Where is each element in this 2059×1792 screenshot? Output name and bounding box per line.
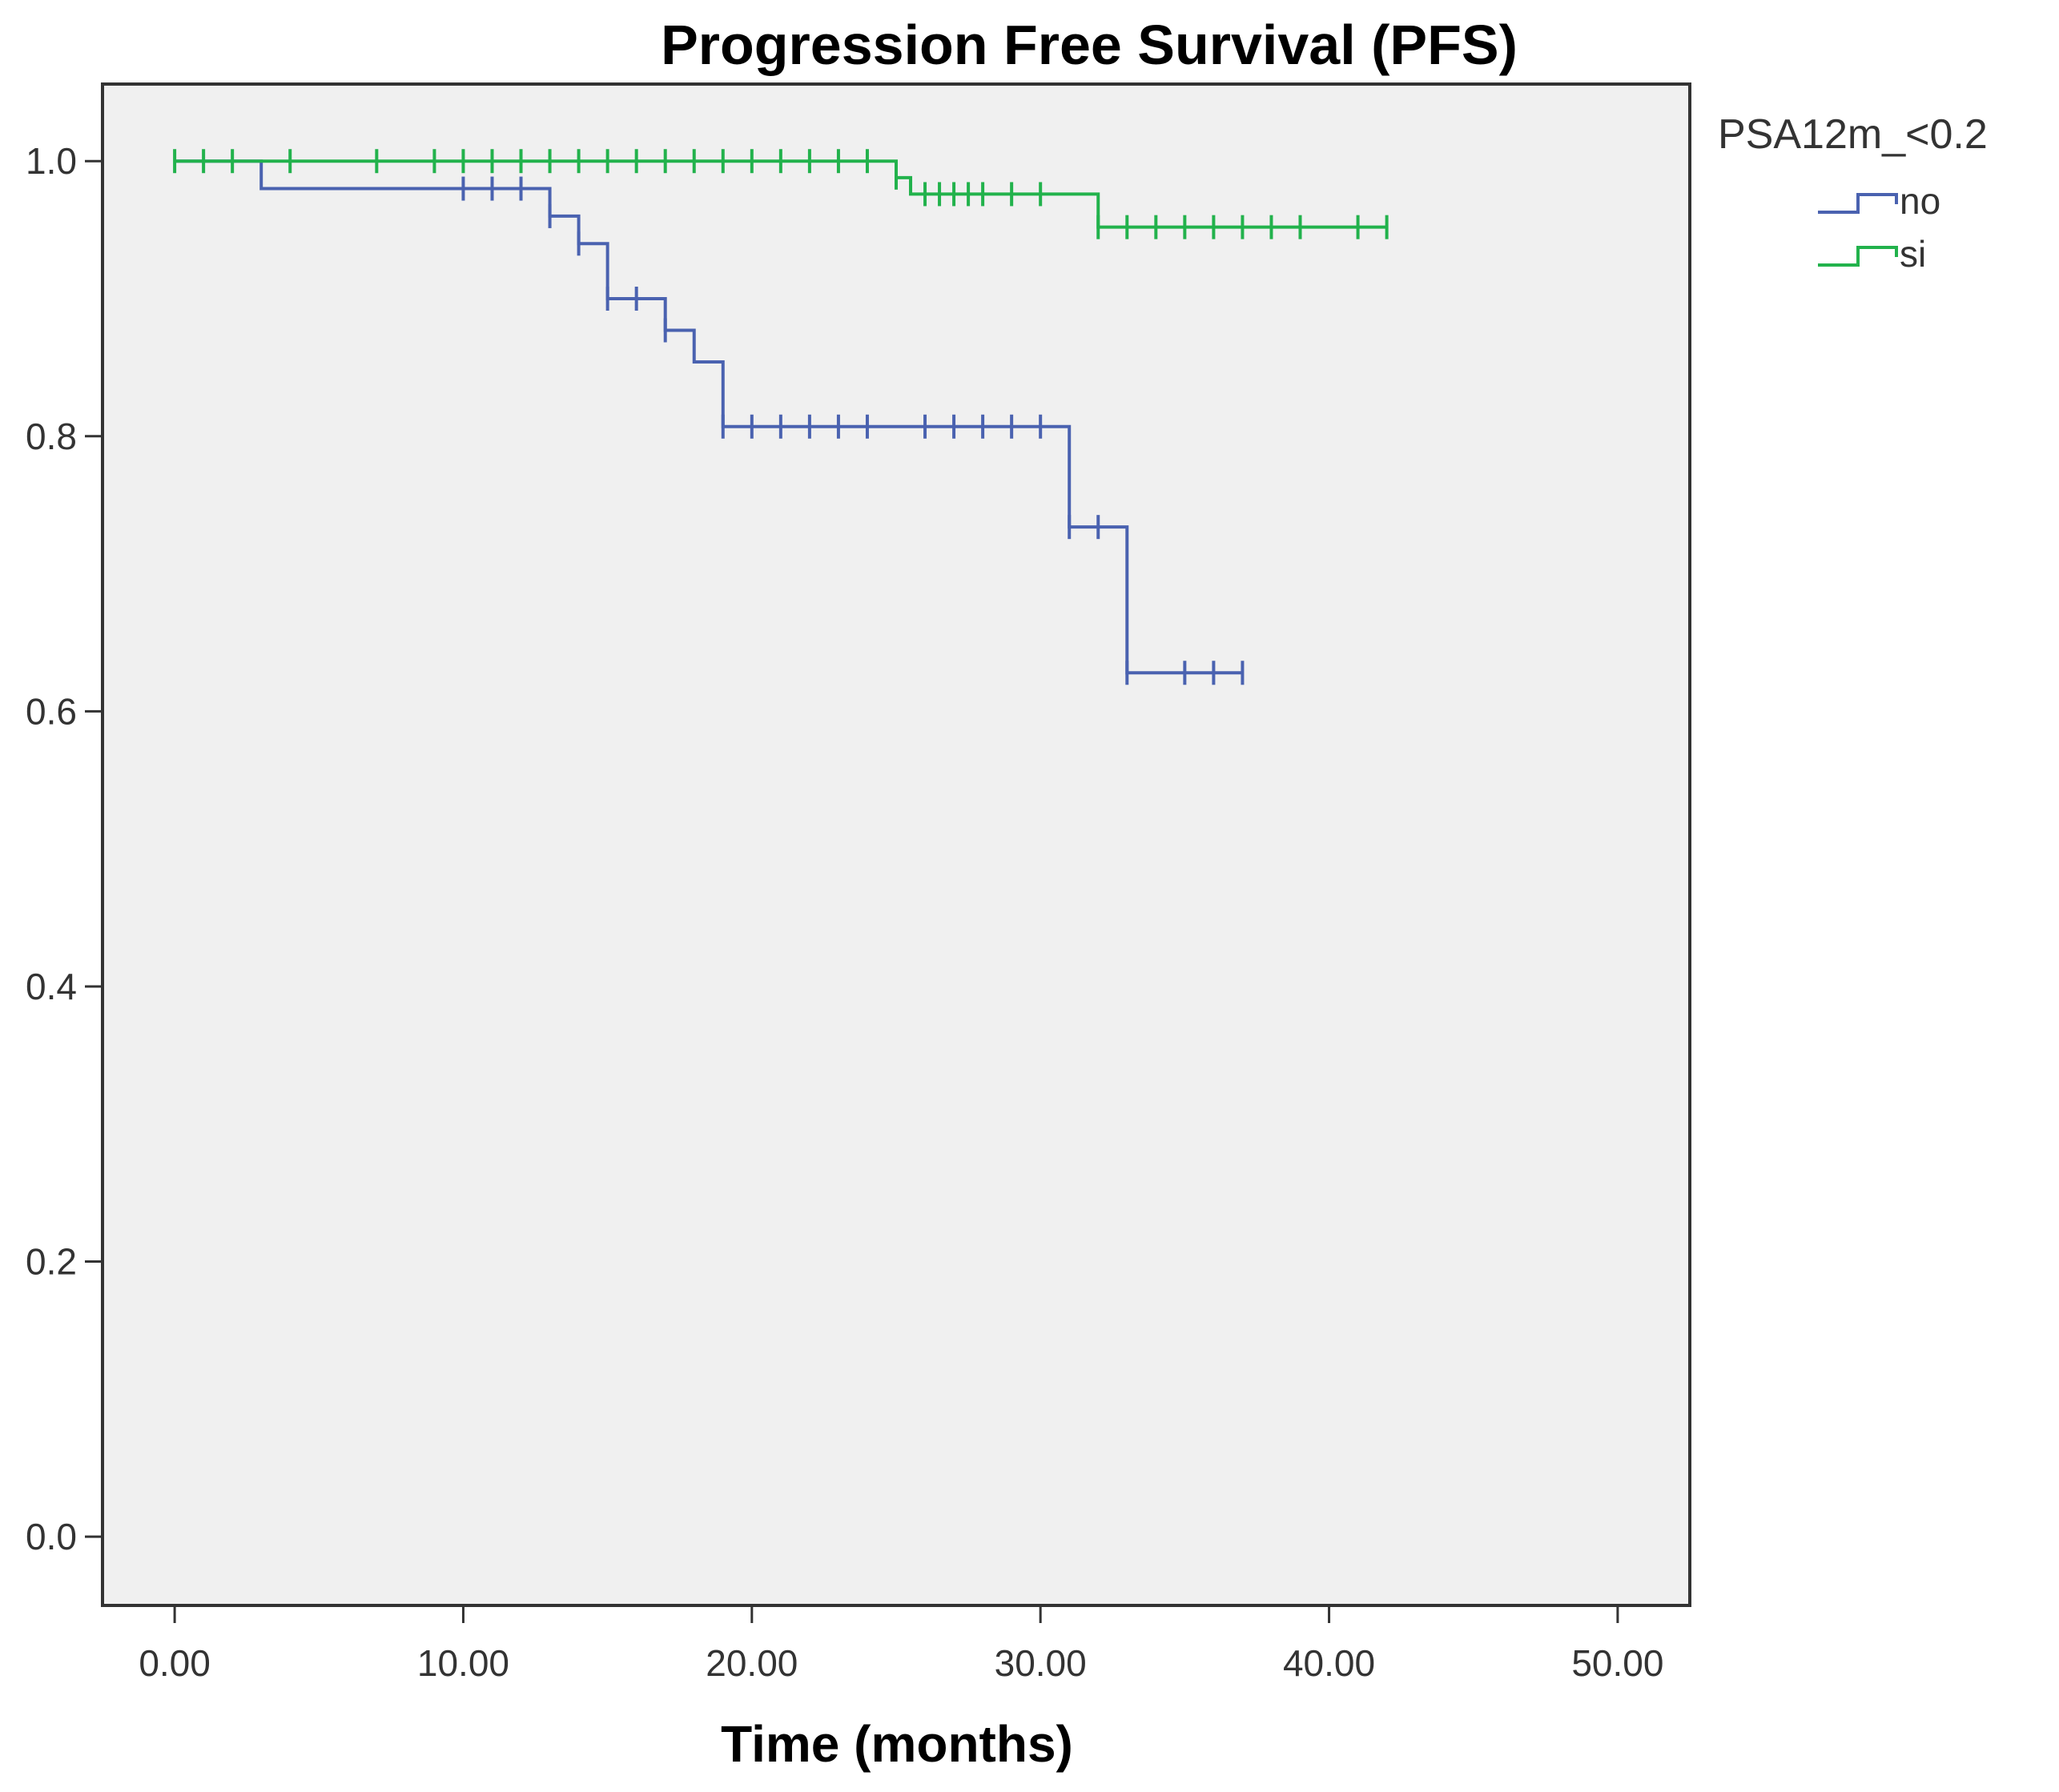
legend-item-no: no [1818,180,1940,222]
legend-title: PSA12m_<0.2 [1718,111,1988,158]
legend-swatch [1818,246,1898,267]
x-tick-label: 20.00 [706,1642,798,1684]
series-no [175,159,1245,685]
legend-label: no [1900,180,1940,222]
x-tick-label: 30.00 [995,1642,1087,1684]
y-tick-label: 0.6 [26,690,77,732]
legend: PSA12m_<0.2 no si [1718,111,1988,275]
x-axis: 0.00 10.00 20.00 30.00 40.00 50.00 [139,1605,1663,1684]
legend-swatch [1818,193,1898,214]
y-tick-label: 0.8 [26,416,77,457]
series-layer [173,149,1389,685]
x-tick-label: 0.00 [139,1642,211,1684]
y-tick-label: 1.0 [26,140,77,182]
x-tick-label: 10.00 [417,1642,509,1684]
x-tick-label: 50.00 [1571,1642,1663,1684]
x-tick-label: 40.00 [1283,1642,1375,1684]
y-axis: 0.0 0.2 0.4 0.6 0.8 1.0 [26,140,103,1557]
series-si [173,149,1389,239]
legend-item-si: si [1818,233,1926,275]
chart-title: Progression Free Survival (PFS) [661,14,1518,76]
y-tick-label: 0.2 [26,1241,77,1283]
plot-area [101,82,1691,1607]
legend-label: si [1900,233,1926,275]
x-axis-label: Time (months) [721,1715,1073,1773]
survival-curve-no [175,159,1243,675]
y-tick-label: 0.4 [26,966,77,1007]
y-tick-label: 0.0 [26,1516,77,1557]
